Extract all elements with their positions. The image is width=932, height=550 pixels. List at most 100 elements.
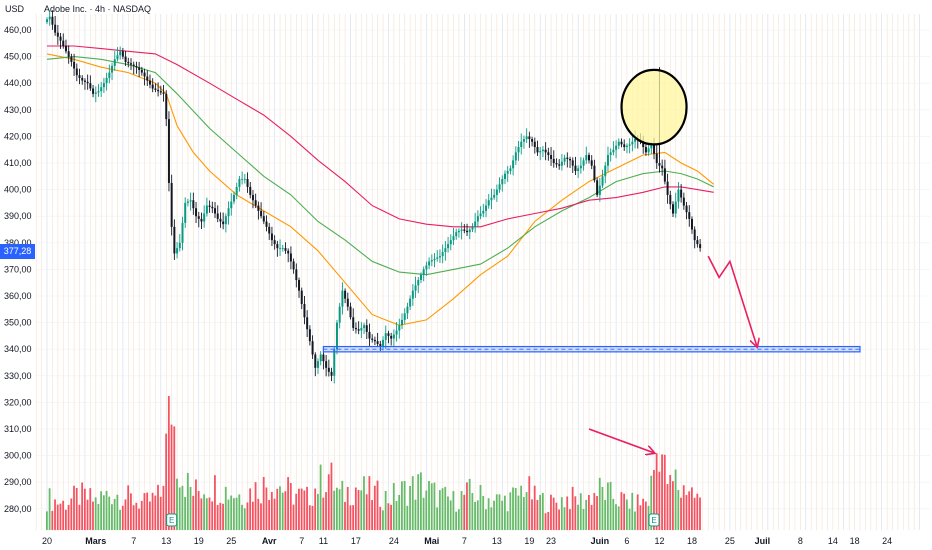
candle-body	[371, 338, 374, 340]
volume-bar	[238, 494, 241, 531]
candle-body	[596, 180, 599, 195]
volume-bar	[644, 501, 647, 531]
volume-bar	[680, 497, 682, 531]
candle-body	[525, 136, 528, 140]
volume-bar	[249, 488, 252, 531]
volume-bar	[588, 495, 590, 531]
volume-bar	[205, 498, 208, 531]
volume-bar	[341, 480, 344, 531]
candle-body	[482, 210, 485, 214]
candle-body	[452, 236, 455, 241]
candle-body	[536, 147, 539, 153]
volume-bar	[365, 494, 368, 531]
earnings-icon: E	[166, 513, 178, 527]
volume-bar	[639, 505, 642, 531]
volume-bar	[200, 498, 203, 531]
candle-body	[352, 317, 355, 328]
volume-bar	[379, 506, 382, 531]
y-tick-label: 350,00	[4, 318, 32, 328]
candle-body	[113, 59, 116, 66]
candle-body	[341, 290, 344, 307]
candle-body	[674, 201, 677, 214]
candle-body	[251, 194, 254, 201]
candle-body	[512, 160, 515, 169]
volume-bar	[314, 488, 317, 531]
candle-body	[490, 197, 493, 201]
x-tick-label: 19	[524, 536, 534, 546]
candle-body	[617, 141, 620, 146]
volume-bar	[124, 499, 127, 531]
candle-body	[644, 147, 647, 153]
volume-bar	[628, 508, 631, 531]
candle-body	[398, 325, 401, 331]
candle-body	[344, 290, 347, 299]
volume-bar	[490, 507, 493, 531]
y-tick-label: 290,00	[4, 477, 32, 487]
volume-bar	[89, 488, 92, 531]
candle-body	[317, 361, 319, 368]
candle-body	[522, 139, 525, 142]
volume-bar	[498, 494, 501, 531]
support-zone	[322, 345, 861, 353]
x-tick-label: Mai	[424, 536, 439, 546]
volume-bar	[287, 477, 289, 531]
y-tick-label: 390,00	[4, 211, 32, 221]
volume-bar	[579, 493, 582, 531]
moving-averages	[46, 45, 715, 326]
candle-body	[533, 141, 536, 148]
volume-bar	[352, 505, 355, 531]
volume-bar	[189, 486, 192, 531]
volume-bar	[143, 493, 146, 531]
candle-body	[116, 55, 119, 60]
volume-bar	[466, 482, 468, 531]
candle-body	[690, 218, 693, 230]
x-tick-label: 25	[226, 536, 236, 546]
candle-body	[577, 168, 580, 171]
candle-body	[517, 147, 520, 153]
volume-bar	[203, 494, 205, 531]
candle-body	[539, 151, 542, 153]
candle-body	[151, 84, 154, 89]
candle-body	[281, 248, 284, 249]
candle-body	[379, 343, 382, 347]
candle-body	[655, 153, 658, 163]
candle-body	[474, 221, 477, 227]
candle-body	[471, 226, 474, 230]
volume-bar	[127, 485, 130, 531]
volume-bar	[376, 480, 379, 531]
y-tick-label: 330,00	[4, 371, 32, 381]
candle-body	[677, 189, 680, 202]
volume-bar	[699, 497, 701, 531]
candle-body	[349, 306, 352, 318]
volume-bar	[690, 487, 693, 531]
volume-bar	[425, 490, 428, 531]
candle-body	[406, 306, 409, 314]
candle-body	[547, 152, 550, 156]
candle-body	[433, 258, 436, 261]
candle-body	[382, 339, 385, 347]
candle-body	[466, 230, 469, 233]
volume-bar	[503, 495, 506, 531]
volume-bar	[650, 475, 653, 531]
volume-bar	[463, 494, 466, 531]
volume-bar	[566, 496, 569, 531]
candle-body	[319, 354, 322, 362]
x-tick-label: Juin	[591, 536, 610, 546]
volume-bar	[227, 499, 230, 531]
volume-bar	[335, 487, 338, 531]
volume-bar	[327, 474, 330, 531]
candle-body	[219, 218, 222, 222]
candle-body	[528, 136, 531, 140]
candle-body	[92, 88, 95, 94]
candle-body	[67, 51, 70, 57]
y-tick-label: 300,00	[4, 451, 32, 461]
y-axis: 460,00 450,00 440,00 430,00 420,00 410,00 400,…	[4, 25, 32, 514]
candle-body	[647, 148, 650, 153]
volume-bar	[154, 495, 157, 531]
volume-bar	[590, 504, 593, 531]
candle-body	[148, 80, 151, 85]
candle-body	[563, 157, 566, 162]
candle-body	[119, 51, 122, 56]
